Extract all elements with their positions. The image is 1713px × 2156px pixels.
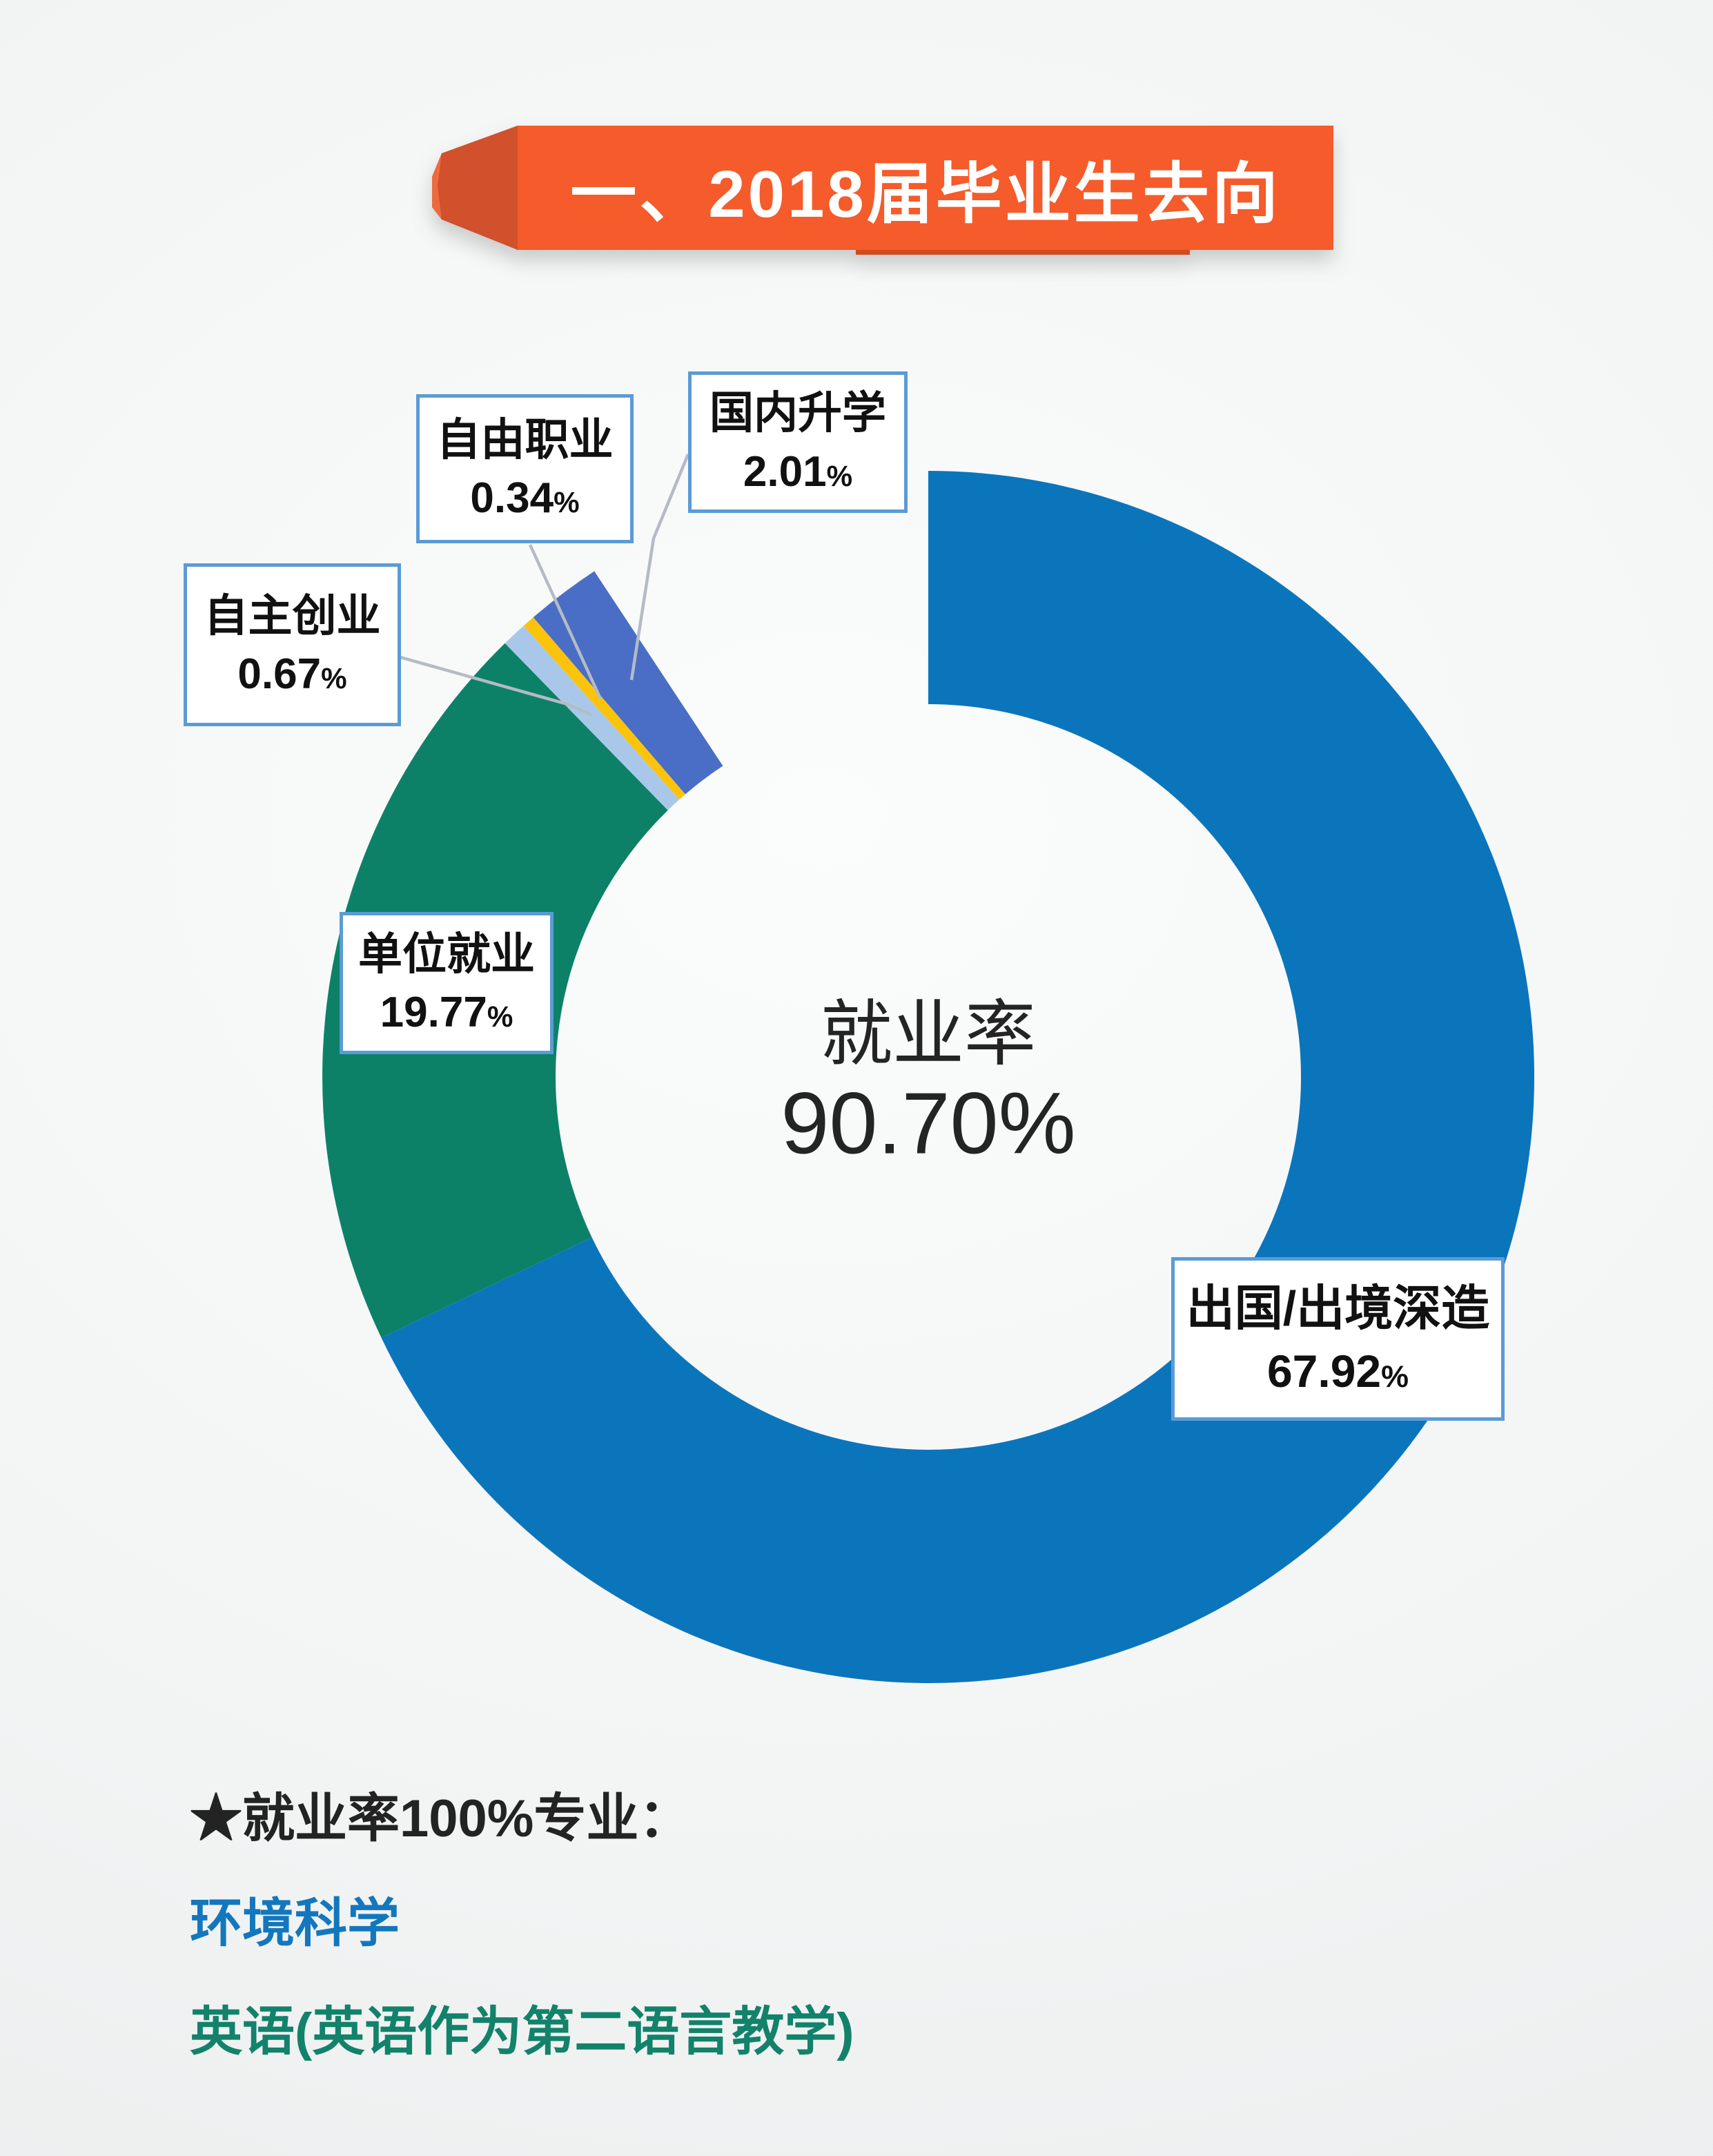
ribbon-fold-edge: [432, 153, 442, 220]
slice-label-name: 单位就业: [358, 929, 535, 979]
slice-4: [533, 571, 723, 795]
slice-label-name: 自主创业: [204, 590, 381, 641]
major-item-english-tesl: 英语(英语作为第二语言教学): [190, 2003, 854, 2061]
major-item-environmental-science: 环境科学: [190, 1894, 400, 1953]
percent-sign: %: [826, 459, 853, 492]
slice-label-1: 单位就业 19.77%: [340, 912, 554, 1054]
slice-label-name: 自由职业: [436, 414, 614, 465]
leader-line-4: [629, 454, 690, 681]
percent-sign: %: [487, 1000, 513, 1033]
slice-label-value: 67.92%: [1266, 1346, 1409, 1397]
slice-label-name: 国内升学: [709, 388, 886, 438]
slice-label-name: 出国/出境深造: [1186, 1281, 1490, 1335]
slice-label-2: 自主创业 0.67%: [184, 563, 401, 726]
slice-3: [523, 617, 685, 800]
footer-heading: ★就业率100%专业：: [190, 1789, 692, 1848]
banner-ribbon-fold: [432, 126, 518, 250]
percent-sign: %: [321, 662, 347, 695]
slice-2: [505, 625, 680, 810]
slice-label-0: 出国/出境深造 67.92%: [1171, 1257, 1505, 1421]
slice-label-4: 国内升学 2.01%: [688, 371, 908, 513]
percent-sign: %: [1381, 1359, 1409, 1395]
leader-line-2: [400, 655, 593, 717]
banner-plate: 一、2018届毕业生去向: [518, 126, 1333, 250]
slice-label-value: 2.01%: [743, 447, 853, 496]
section-title: 一、2018届毕业生去向: [570, 157, 1281, 231]
percent-sign: %: [554, 486, 580, 519]
center-label-title: 就业率: [820, 994, 1037, 1075]
section-banner: 一、2018届毕业生去向: [0, 0, 1713, 331]
ribbon-fold-face: [432, 126, 518, 250]
footer-notes: ★就业率100%专业： 环境科学 英语(英语作为第二语言教学): [190, 1776, 1570, 2065]
center-label-value: 90.70%: [781, 1074, 1076, 1172]
slice-label-value: 0.67%: [237, 650, 347, 699]
slice-label-value: 0.34%: [470, 474, 580, 523]
slice-label-value: 19.77%: [380, 989, 513, 1037]
slice-label-3: 自由职业 0.34%: [416, 394, 634, 543]
leader-line-3: [528, 544, 603, 699]
